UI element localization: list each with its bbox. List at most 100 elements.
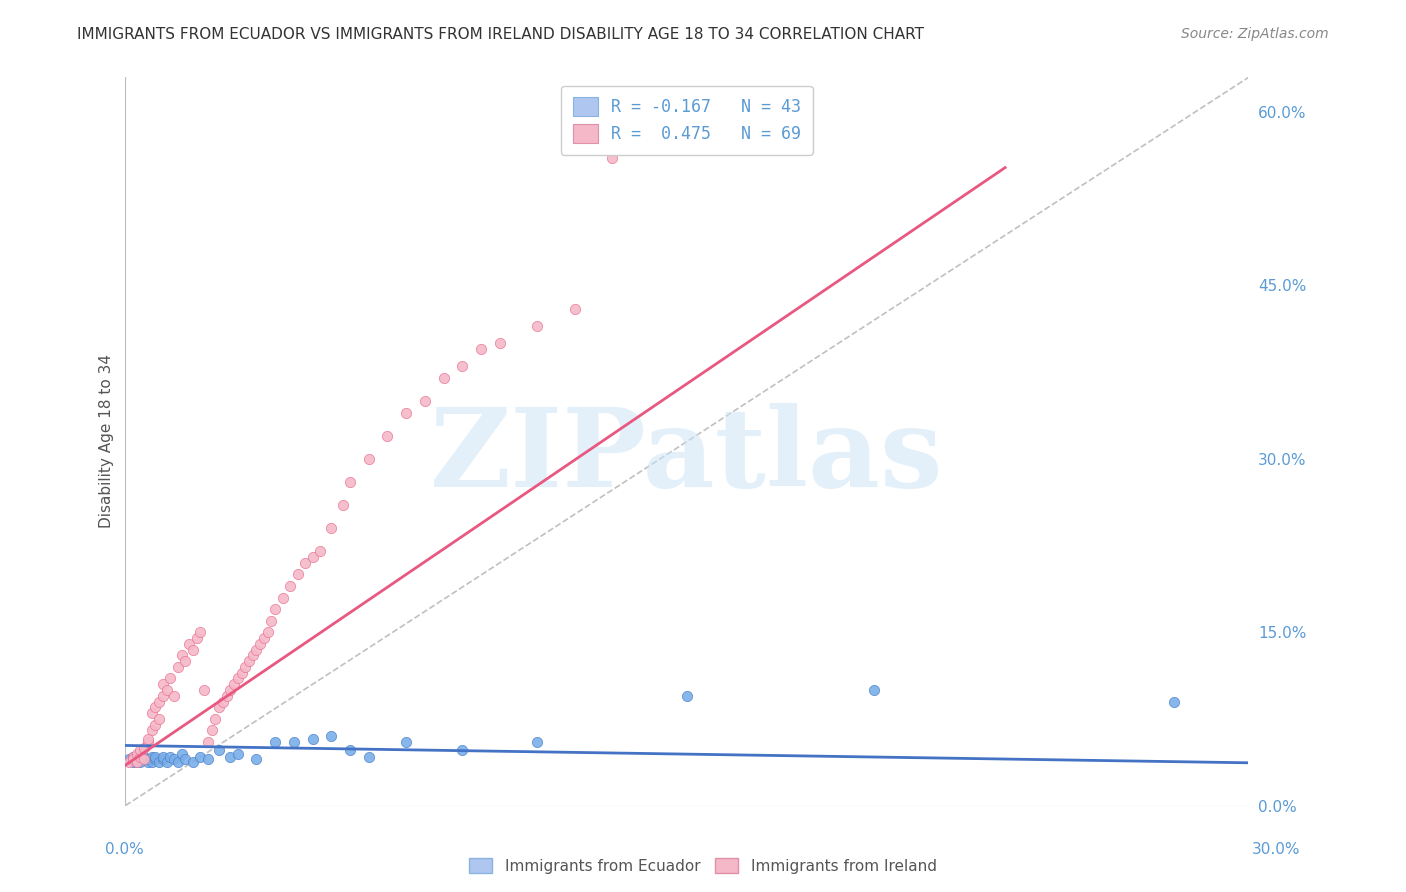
Point [309, 544, 332, 558]
Point [260, 614, 283, 628]
Point [136, 755, 159, 769]
Point [152, 750, 174, 764]
Point [134, 740, 156, 755]
Point [129, 755, 152, 769]
Point [134, 752, 156, 766]
Point [129, 750, 152, 764]
Point [357, 750, 380, 764]
Point [283, 735, 305, 749]
Point [264, 735, 287, 749]
Point [245, 642, 267, 657]
Point [134, 750, 156, 764]
Point [136, 731, 159, 746]
Point [159, 750, 181, 764]
Point [208, 700, 231, 714]
Point [145, 717, 167, 731]
Point [125, 747, 148, 761]
Point [167, 755, 190, 769]
Point [129, 750, 152, 764]
Point [863, 683, 886, 698]
Point [170, 747, 193, 761]
Point [433, 371, 456, 385]
Point [159, 672, 181, 686]
Point [264, 602, 287, 616]
Point [287, 567, 309, 582]
Point [208, 743, 231, 757]
Point [1163, 694, 1185, 708]
Y-axis label: Disability Age 18 to 34: Disability Age 18 to 34 [100, 354, 114, 528]
Point [152, 677, 174, 691]
Point [141, 755, 163, 769]
Point [256, 625, 278, 640]
Text: 30.0%: 30.0% [1253, 842, 1301, 856]
Text: Source: ZipAtlas.com: Source: ZipAtlas.com [1181, 27, 1329, 41]
Legend: R = -0.167   N = 43, R =  0.475   N = 69: R = -0.167 N = 43, R = 0.475 N = 69 [561, 86, 813, 155]
Point [357, 451, 380, 466]
Point [211, 694, 233, 708]
Point [174, 752, 197, 766]
Point [253, 631, 276, 645]
Point [136, 752, 159, 766]
Point [451, 743, 474, 757]
Point [238, 654, 260, 668]
Point [339, 475, 361, 489]
Point [122, 750, 145, 764]
Legend: Immigrants from Ecuador, Immigrants from Ireland: Immigrants from Ecuador, Immigrants from… [464, 852, 942, 880]
Point [181, 755, 204, 769]
Point [226, 672, 249, 686]
Point [148, 694, 170, 708]
Point [188, 750, 211, 764]
Point [118, 755, 141, 769]
Point [193, 683, 215, 698]
Point [156, 755, 179, 769]
Point [125, 755, 148, 769]
Point [470, 342, 492, 356]
Point [186, 631, 208, 645]
Point [141, 723, 163, 738]
Point [197, 735, 219, 749]
Point [395, 735, 418, 749]
Point [167, 660, 190, 674]
Point [200, 723, 222, 738]
Point [163, 689, 186, 703]
Point [122, 750, 145, 764]
Point [134, 752, 156, 766]
Point [125, 755, 148, 769]
Point [170, 648, 193, 663]
Point [181, 642, 204, 657]
Point [339, 743, 361, 757]
Point [332, 498, 354, 512]
Point [156, 683, 179, 698]
Point [294, 556, 316, 570]
Point [219, 750, 242, 764]
Point [451, 359, 474, 374]
Point [233, 660, 256, 674]
Point [278, 579, 301, 593]
Point [600, 152, 623, 166]
Point [676, 689, 699, 703]
Point [188, 625, 211, 640]
Point [152, 689, 174, 703]
Point [249, 637, 271, 651]
Point [231, 665, 253, 680]
Point [395, 406, 418, 420]
Point [226, 747, 249, 761]
Point [377, 428, 399, 442]
Point [301, 731, 323, 746]
Text: ZIPatlas: ZIPatlas [430, 402, 943, 509]
Text: 0.0%: 0.0% [105, 842, 145, 856]
Point [125, 752, 148, 766]
Point [245, 752, 267, 766]
Point [177, 637, 200, 651]
Text: IMMIGRANTS FROM ECUADOR VS IMMIGRANTS FROM IRELAND DISABILITY AGE 18 TO 34 CORRE: IMMIGRANTS FROM ECUADOR VS IMMIGRANTS FR… [77, 27, 924, 42]
Point [321, 521, 343, 535]
Point [148, 755, 170, 769]
Point [118, 752, 141, 766]
Point [163, 752, 186, 766]
Point [145, 750, 167, 764]
Point [174, 654, 197, 668]
Point [301, 550, 323, 565]
Point [222, 677, 245, 691]
Point [145, 752, 167, 766]
Point [197, 752, 219, 766]
